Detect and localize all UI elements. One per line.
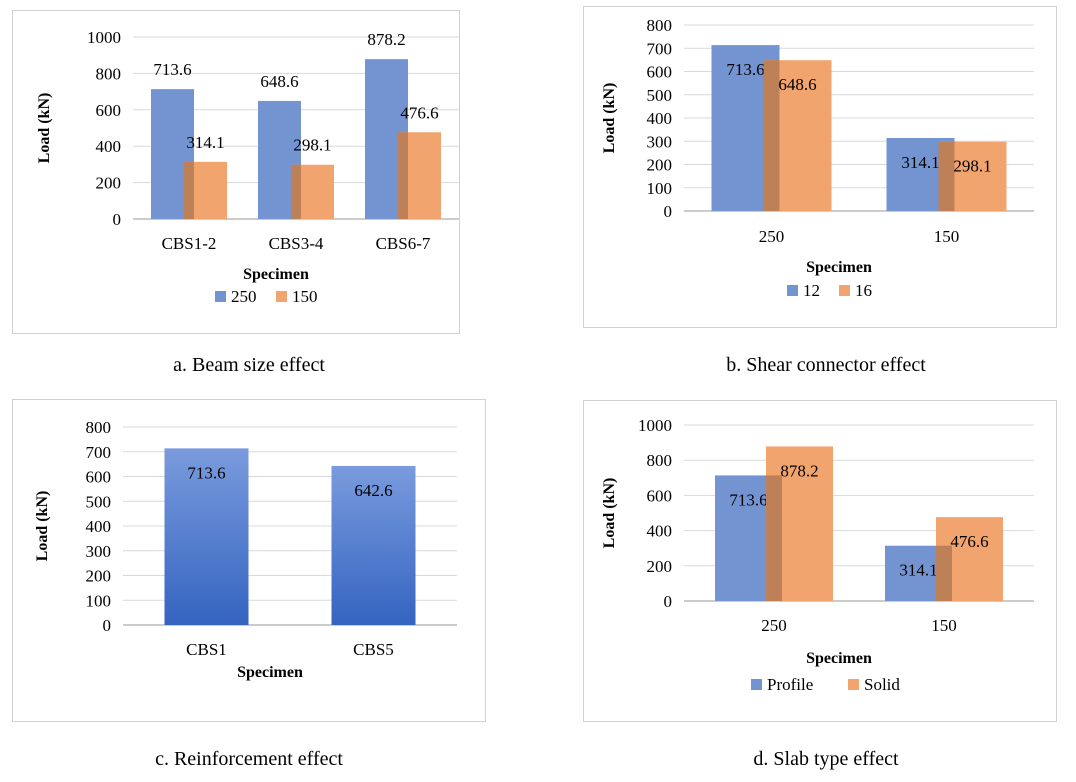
data-label: 314.1	[186, 133, 224, 152]
x-tick-label: 150	[934, 227, 960, 246]
bar-overlap	[291, 164, 301, 219]
y-tick-label: 200	[647, 156, 673, 175]
bar-overlap	[398, 132, 408, 219]
bar	[164, 448, 249, 625]
y-tick-label: 800	[96, 64, 122, 83]
y-tick-label: 100	[86, 591, 112, 610]
data-label: 314.1	[899, 561, 937, 580]
x-axis-label: Specimen	[806, 259, 872, 276]
y-tick-label: 600	[647, 486, 673, 505]
legend-swatch	[751, 679, 762, 690]
data-label: 648.6	[260, 72, 298, 91]
bar-overlap	[184, 161, 194, 219]
data-label: 878.2	[367, 30, 405, 49]
y-tick-label: 500	[647, 86, 673, 105]
x-tick-label: CBS3-4	[269, 234, 324, 253]
y-tick-label: 0	[113, 210, 122, 229]
bar	[331, 465, 416, 625]
legend-swatch	[787, 285, 798, 296]
data-label: 642.6	[354, 481, 392, 500]
chart-panel-b: 0 100 200 300 400 500 600 700 800 Load (kN) 713.6 6…	[583, 6, 1057, 328]
data-label: 298.1	[293, 136, 331, 155]
y-tick-label: 600	[647, 63, 673, 82]
chart-panel-c: 0 100 200 300 400 500 600 700 800 Load (kN) 713.6 C…	[12, 399, 486, 722]
data-label: 298.1	[953, 157, 991, 176]
y-tick-label: 400	[647, 109, 673, 128]
legend-label: 150	[292, 287, 318, 306]
y-tick-label: 500	[86, 492, 112, 511]
chart-panel-a: 0 200 400 600 800 1000 Load (kN) 713.6 314.1 CBS1…	[12, 10, 460, 334]
y-axis-label: Load (kN)	[601, 478, 618, 549]
y-tick-label: 0	[664, 592, 673, 611]
y-axis-label: Load (kN)	[34, 491, 51, 562]
legend-label: 12	[803, 281, 820, 300]
x-tick-label: CBS6-7	[376, 234, 431, 253]
bar-overlap	[766, 475, 782, 601]
y-tick-label: 200	[86, 567, 112, 586]
x-tick-label: 250	[759, 227, 785, 246]
y-axis-label: Load (kN)	[601, 83, 618, 154]
bar-overlap	[938, 141, 955, 211]
y-tick-label: 700	[647, 39, 673, 58]
data-label: 713.6	[187, 463, 225, 482]
x-tick-label: 250	[761, 616, 787, 635]
caption-d: d. Slab type effect	[753, 748, 899, 770]
caption-b: b. Shear connector effect	[726, 354, 926, 376]
legend-swatch	[839, 285, 850, 296]
legend-swatch	[276, 291, 287, 302]
y-tick-label: 1000	[87, 28, 121, 47]
y-axis-label: Load (kN)	[36, 93, 53, 164]
data-label: 476.6	[400, 103, 438, 122]
y-tick-label: 800	[86, 418, 112, 437]
chart-d: 0 200 400 600 800 1000 Load (kN) 713.6 878.2 250 3…	[601, 416, 1034, 694]
x-tick-label: 150	[931, 616, 957, 635]
legend-label: Solid	[864, 675, 900, 694]
legend-swatch	[848, 679, 859, 690]
y-tick-label: 200	[96, 174, 122, 193]
y-tick-label: 800	[647, 451, 673, 470]
data-label: 713.6	[726, 60, 764, 79]
data-label: 648.6	[778, 75, 816, 94]
y-tick-label: 100	[647, 179, 673, 198]
data-label: 476.6	[950, 532, 988, 551]
y-tick-label: 600	[86, 468, 112, 487]
chart-c: 0 100 200 300 400 500 600 700 800 Load (kN) 713.6 C…	[34, 418, 457, 681]
x-axis-label: Specimen	[237, 664, 303, 681]
y-tick-label: 400	[86, 517, 112, 536]
x-tick-label: CBS5	[353, 640, 394, 659]
data-label: 878.2	[780, 461, 818, 480]
legend-label: 16	[855, 281, 872, 300]
data-label: 314.1	[901, 153, 939, 172]
caption-c: c. Reinforcement effect	[155, 748, 343, 770]
y-tick-label: 300	[86, 542, 112, 561]
chart-a: 0 200 400 600 800 1000 Load (kN) 713.6 314.1 CBS1…	[36, 28, 459, 306]
y-tick-label: 0	[103, 616, 112, 635]
y-tick-label: 700	[86, 443, 112, 462]
legend-label: Profile	[767, 675, 813, 694]
y-tick-label: 400	[96, 137, 122, 156]
y-tick-label: 200	[647, 557, 673, 576]
bar-overlap	[936, 545, 952, 601]
y-tick-label: 300	[647, 132, 673, 151]
data-label: 713.6	[153, 60, 191, 79]
x-tick-label: CBS1	[186, 640, 227, 659]
legend-swatch	[215, 291, 226, 302]
chart-b: 0 100 200 300 400 500 600 700 800 Load (kN) 713.6 6…	[601, 16, 1034, 300]
bar-overlap	[763, 60, 780, 211]
x-axis-label: Specimen	[806, 650, 872, 667]
data-label: 713.6	[729, 490, 767, 509]
y-tick-label: 0	[664, 202, 673, 221]
legend-label: 250	[231, 287, 257, 306]
x-axis-label: Specimen	[243, 266, 309, 283]
caption-a: a. Beam size effect	[173, 354, 325, 376]
chart-panel-d: 0 200 400 600 800 1000 Load (kN) 713.6 878.2 250 3…	[583, 400, 1057, 722]
y-tick-label: 400	[647, 522, 673, 541]
x-tick-label: CBS1-2	[162, 234, 217, 253]
y-tick-label: 600	[96, 101, 122, 120]
y-tick-label: 1000	[638, 416, 672, 435]
y-tick-label: 800	[647, 16, 673, 35]
